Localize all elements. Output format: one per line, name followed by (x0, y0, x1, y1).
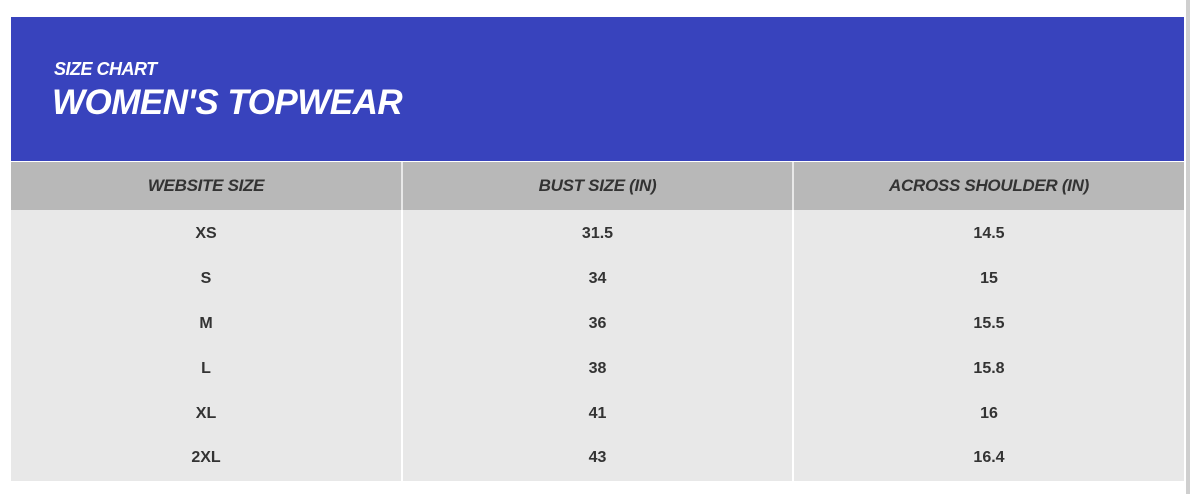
cell-website-size: XL (11, 391, 403, 436)
cell-website-size: M (11, 301, 403, 347)
table-row: XL 41 16 (11, 391, 1184, 436)
scrollbar[interactable] (1186, 0, 1190, 494)
cell-website-size: 2XL (11, 435, 403, 481)
table-header-row: WEBSITE SIZE BUST SIZE (IN) ACROSS SHOUL… (11, 162, 1184, 210)
cell-website-size: XS (11, 210, 403, 257)
cell-across-shoulder: 15.8 (793, 346, 1184, 392)
column-header-across-shoulder: ACROSS SHOULDER (IN) (793, 162, 1184, 210)
subtitle: SIZE CHART (54, 59, 157, 79)
cell-bust-size: 31.5 (402, 210, 794, 257)
column-header-website-size: WEBSITE SIZE (11, 162, 403, 210)
table-row: L 38 15.8 (11, 346, 1184, 392)
cell-across-shoulder: 14.5 (793, 210, 1184, 257)
table-row: 2XL 43 16.4 (11, 435, 1184, 481)
cell-across-shoulder: 15.5 (793, 301, 1184, 347)
page-title: WOMEN'S TOPWEAR (52, 83, 403, 122)
cell-website-size: S (11, 256, 403, 302)
cell-website-size: L (11, 346, 403, 392)
cell-across-shoulder: 16 (793, 391, 1184, 436)
cell-bust-size: 36 (402, 301, 794, 347)
cell-bust-size: 38 (402, 346, 794, 392)
size-table: WEBSITE SIZE BUST SIZE (IN) ACROSS SHOUL… (11, 162, 1184, 481)
header-banner: SIZE CHART WOMEN'S TOPWEAR (11, 17, 1184, 161)
column-header-bust-size: BUST SIZE (IN) (402, 162, 794, 210)
table-row: M 36 15.5 (11, 301, 1184, 347)
cell-bust-size: 41 (402, 391, 794, 436)
table-row: XS 31.5 14.5 (11, 210, 1184, 257)
table-row: S 34 15 (11, 256, 1184, 302)
cell-bust-size: 43 (402, 435, 794, 481)
cell-bust-size: 34 (402, 256, 794, 302)
cell-across-shoulder: 15 (793, 256, 1184, 302)
cell-across-shoulder: 16.4 (793, 435, 1184, 481)
